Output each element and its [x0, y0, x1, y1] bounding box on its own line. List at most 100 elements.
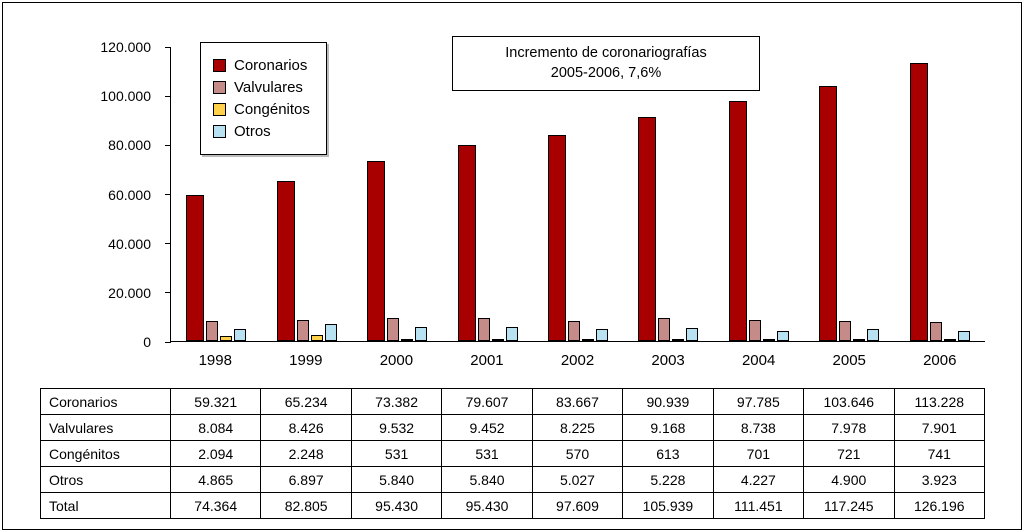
table-cell: 6.897 [260, 466, 352, 493]
table-cell: 8.738 [712, 414, 805, 441]
bar-otros [415, 326, 428, 341]
legend-label: Otros [234, 123, 271, 140]
table-cell: 721 [803, 440, 895, 467]
table-cell: 7.978 [803, 414, 895, 441]
y-tick-mark [165, 341, 171, 343]
y-tick-label: 40.000 [108, 235, 151, 252]
bar-coronarios [547, 135, 566, 341]
legend-label: Congénitos [234, 101, 310, 118]
bar-group [442, 145, 532, 341]
table-cell: 4.865 [169, 466, 262, 493]
table-cell: 531 [350, 440, 443, 467]
annotation-line1: Incremento de coronariografías [505, 45, 707, 61]
bar-valvulares [658, 318, 671, 341]
table-cell: 103.646 [803, 388, 895, 415]
bar-otros [776, 330, 789, 341]
x-tick-label: 2000 [379, 352, 414, 369]
table-cell: 113.228 [893, 388, 985, 415]
table-cell: 73.382 [350, 388, 443, 415]
table-cell: 90.939 [622, 388, 714, 415]
x-tick-label: 2003 [651, 352, 685, 369]
table-cell: 9.532 [350, 414, 443, 441]
y-tick-mark [165, 144, 171, 146]
bar-congénitos [581, 339, 594, 341]
table-cell: 83.667 [531, 388, 624, 415]
table-cell: 79.607 [441, 388, 533, 415]
y-tick-mark [165, 95, 171, 97]
x-tick-label: 2006 [923, 352, 957, 369]
table-cell: 2.094 [169, 440, 262, 467]
bar-congénitos [401, 339, 414, 341]
y-tick-mark [165, 46, 171, 48]
table-cell: 2.248 [260, 440, 352, 467]
table-cell: 5.228 [622, 466, 714, 493]
data-table-body: Coronarios 59.321 65.234 73.382 79.607 83.667… [40, 388, 985, 519]
x-axis: 1998 1999 2000 2001 2002 2003 2004 2005 2006 [170, 352, 985, 369]
bar-congénitos [762, 339, 775, 341]
bar-valvulares [567, 320, 580, 341]
x-tick-label: 2001 [470, 352, 504, 369]
legend-item: Otros [213, 123, 310, 140]
bar-coronarios [186, 195, 205, 341]
table-cell: 5.840 [350, 466, 443, 493]
table-cell: 9.452 [441, 414, 533, 441]
table-cell: 4.227 [712, 466, 805, 493]
y-tick-mark [165, 292, 171, 294]
table-cell: 613 [622, 440, 714, 467]
bar-group [171, 195, 261, 341]
table-cell: 5.027 [531, 466, 624, 493]
bar-valvulares [929, 321, 942, 341]
table-row-label: Coronarios [40, 388, 171, 415]
plot-wrap [165, 46, 985, 343]
bar-coronarios [819, 86, 838, 341]
legend-swatch-icon [213, 81, 226, 94]
table-cell: 3.923 [893, 466, 985, 493]
y-tick-mark [165, 243, 171, 245]
x-tick-label: 1999 [289, 352, 323, 369]
bar-group [533, 135, 623, 341]
bar-congénitos [220, 335, 233, 341]
bar-otros [234, 329, 247, 341]
data-table: Coronarios 59.321 65.234 73.382 79.607 83.667… [40, 388, 985, 519]
bar-valvulares [748, 319, 761, 341]
legend-item: Valvulares [213, 79, 310, 96]
bar-congénitos [943, 339, 956, 341]
table-cell: 111.451 [712, 492, 805, 519]
bar-otros [505, 326, 518, 341]
table-row-label: Valvulares [40, 414, 171, 441]
y-tick-mark [165, 194, 171, 195]
legend-item: Coronarios [213, 57, 310, 74]
y-tick-label: 60.000 [108, 186, 151, 203]
bar-congénitos [672, 339, 685, 341]
table-row-label: Total [40, 492, 171, 519]
bar-group [804, 86, 894, 341]
legend: Coronarios Valvulares Congénitos Otros [200, 42, 327, 155]
bar-valvulares [839, 321, 852, 341]
y-tick-label: 100.000 [100, 88, 151, 105]
table-cell: 117.245 [803, 492, 895, 519]
bar-coronarios [728, 100, 747, 341]
legend-label: Coronarios [234, 57, 308, 74]
bar-congénitos [853, 339, 866, 341]
y-tick-label: 20.000 [108, 284, 151, 301]
annotation-box: Incremento de coronariografías 2005-2006… [452, 36, 760, 91]
table-cell: 59.321 [169, 388, 262, 415]
table-cell: 9.168 [622, 414, 714, 441]
bar-otros [686, 328, 699, 341]
table-cell: 8.084 [169, 414, 262, 441]
bar-congénitos [310, 335, 323, 341]
y-tick-label: 80.000 [108, 137, 151, 154]
table-row: Otros 4.865 6.897 5.840 5.840 5.027 5.228 4.227… [40, 466, 985, 493]
table-cell: 5.840 [441, 466, 533, 493]
x-tick-label: 1998 [198, 352, 232, 369]
bar-otros [324, 324, 337, 341]
bar-otros [867, 328, 880, 341]
table-cell: 97.609 [531, 492, 624, 519]
bar-group [714, 100, 804, 341]
x-tick-label: 2004 [741, 352, 776, 369]
bar-valvulares [296, 320, 309, 341]
table-cell: 95.430 [441, 492, 533, 519]
legend-label: Valvulares [234, 79, 303, 96]
bar-coronarios [276, 180, 295, 341]
bar-group [623, 117, 713, 341]
